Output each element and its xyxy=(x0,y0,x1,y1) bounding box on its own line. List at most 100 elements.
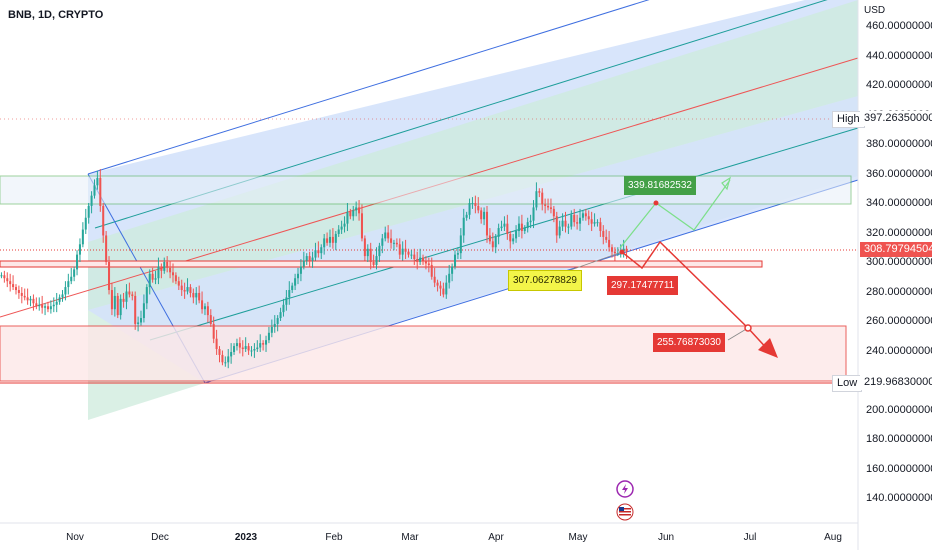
support-mid-label[interactable]: 307.06278829 xyxy=(508,270,582,291)
candle-body xyxy=(230,351,233,357)
candle-body xyxy=(453,254,457,267)
candle-body xyxy=(311,257,314,261)
candle-body xyxy=(20,292,23,296)
projection-up-path xyxy=(619,179,731,249)
candle-body xyxy=(355,207,358,211)
candle-body xyxy=(485,211,489,236)
candle-body xyxy=(334,233,337,243)
candle-body xyxy=(331,236,334,243)
x-tick-label: Dec xyxy=(151,532,169,543)
candle-body xyxy=(387,232,390,239)
candle-body xyxy=(465,214,468,218)
candle-body xyxy=(392,242,395,244)
y-tick-label: 200.00000000 xyxy=(866,403,932,416)
candle-body xyxy=(78,244,81,255)
candle-body xyxy=(131,294,134,296)
low-value-tag: 219.96830000 xyxy=(860,375,932,390)
target-down2-marker xyxy=(744,324,752,332)
candle-body xyxy=(552,208,555,217)
candle-body xyxy=(564,220,567,227)
candle-body xyxy=(110,290,113,310)
candle-body xyxy=(244,346,247,350)
candle-body xyxy=(203,306,206,310)
candle-body xyxy=(320,247,323,254)
candle-body xyxy=(363,238,366,257)
candle-body xyxy=(81,229,84,245)
candle-body xyxy=(500,226,503,229)
candle-body xyxy=(142,303,145,319)
candle-body xyxy=(224,362,227,364)
target-connector xyxy=(727,327,749,341)
candle-body xyxy=(613,251,616,254)
candle-body xyxy=(253,349,256,351)
candle-body xyxy=(67,281,70,288)
candle-body xyxy=(384,232,387,239)
candle-body xyxy=(456,253,459,255)
candle-body xyxy=(599,222,602,232)
candle-body xyxy=(119,298,122,316)
candle-body xyxy=(64,287,67,295)
symbol-title[interactable]: BNB, 1D, CRYPTO xyxy=(8,9,104,21)
lightning-icon[interactable] xyxy=(616,480,634,498)
candle-body xyxy=(471,203,474,204)
candle-body xyxy=(497,228,500,237)
y-tick-label: 280.00000000 xyxy=(866,285,932,298)
candle-body xyxy=(398,244,401,255)
candle-body xyxy=(6,278,9,282)
candle-body xyxy=(26,297,29,301)
currency-label: USD xyxy=(864,5,886,16)
candle-body xyxy=(102,205,105,236)
candle-body xyxy=(70,276,73,282)
candle-body xyxy=(372,262,375,265)
y-tick-label: 420.00000000 xyxy=(866,79,932,91)
candle-body xyxy=(529,220,532,223)
candle-body xyxy=(442,288,445,295)
channel-line-top xyxy=(87,0,650,175)
candle-body xyxy=(517,223,520,232)
candle-body xyxy=(375,256,378,265)
target-up-label[interactable]: 339.81682532 xyxy=(624,176,696,195)
candle-body xyxy=(340,226,343,230)
candle-body xyxy=(157,266,160,279)
projection-up-arrowhead xyxy=(721,176,731,191)
resistance-zone xyxy=(0,175,852,205)
candle-body xyxy=(73,269,76,277)
candle-body xyxy=(235,343,238,347)
y-tick-label: 460.00000000 xyxy=(866,20,932,32)
candle-body xyxy=(494,236,497,248)
candle-body xyxy=(171,272,175,276)
candle-body xyxy=(227,356,230,363)
us-flag-icon[interactable] xyxy=(616,503,634,521)
candle-body xyxy=(302,260,305,267)
target-down1-label[interactable]: 297.17477711 xyxy=(607,276,679,295)
candle-body xyxy=(573,214,576,223)
candle-body xyxy=(174,275,177,282)
candle-body xyxy=(262,343,265,345)
y-tick-label: 260.00000000 xyxy=(866,315,932,327)
candle-body xyxy=(186,287,189,292)
candle-body xyxy=(602,231,605,237)
target-down2-label[interactable]: 255.76873030 xyxy=(653,333,725,352)
channel-line-lower-mid xyxy=(149,127,859,341)
y-tick-label: 360.00000000 xyxy=(866,167,932,180)
candle-body xyxy=(148,273,151,288)
candle-body xyxy=(337,229,340,234)
candle-body xyxy=(41,304,44,308)
x-tick-label: Nov xyxy=(66,532,84,543)
candle-body xyxy=(515,231,518,239)
candle-body xyxy=(166,262,169,268)
candle-body xyxy=(215,338,218,350)
candle-body xyxy=(596,222,599,224)
candle-body xyxy=(61,294,64,298)
candle-body xyxy=(430,264,433,277)
candle-body xyxy=(323,238,326,248)
candle-body xyxy=(282,304,285,313)
candle-body xyxy=(555,216,558,236)
candle-body xyxy=(581,213,584,218)
candle-body xyxy=(419,257,422,262)
candle-body xyxy=(346,211,349,224)
candle-body xyxy=(584,213,587,217)
candle-body xyxy=(567,226,570,228)
candle-body xyxy=(276,318,279,324)
